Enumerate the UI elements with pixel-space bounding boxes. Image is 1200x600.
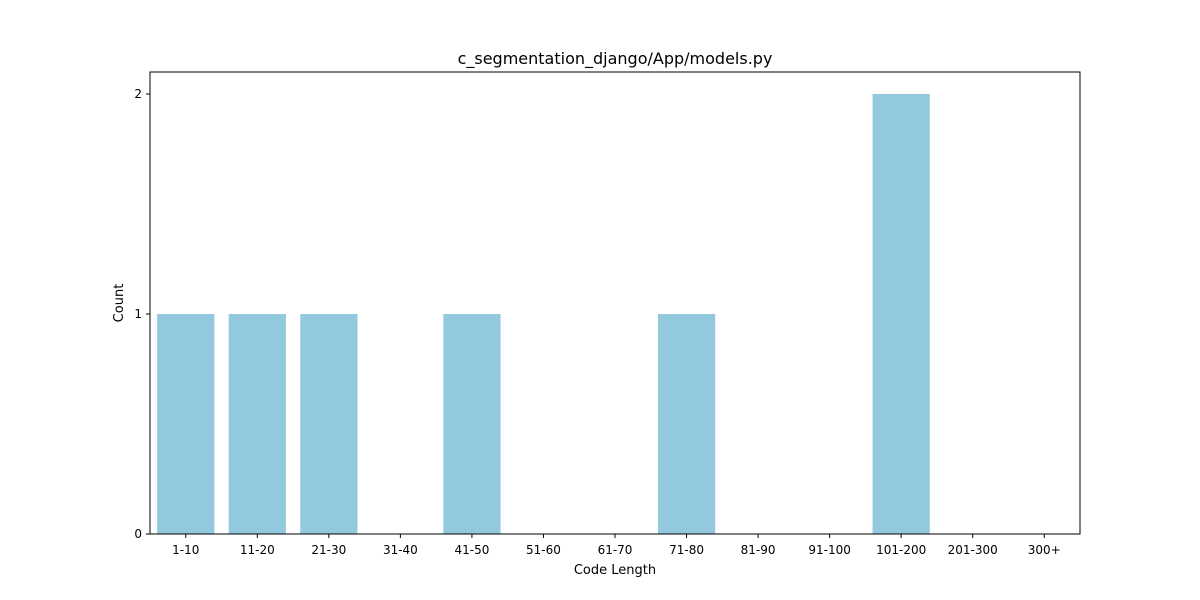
x-tick-label: 1-10 <box>172 543 199 557</box>
x-tick-label: 201-300 <box>948 543 998 557</box>
bar-11-20 <box>228 314 286 534</box>
y-tick-label: 0 <box>134 527 142 541</box>
bar-1-10 <box>157 314 215 534</box>
x-tick-label: 61-70 <box>598 543 633 557</box>
bar-21-30 <box>300 314 358 534</box>
bars-group <box>157 94 930 534</box>
x-tick-label: 101-200 <box>876 543 926 557</box>
x-tick-label: 81-90 <box>741 543 776 557</box>
x-tick-label: 21-30 <box>311 543 346 557</box>
y-axis-label: Count <box>112 284 127 323</box>
chart-title: c_segmentation_django/App/models.py <box>458 49 773 69</box>
plot-frame <box>149 71 1081 535</box>
bar-41-50 <box>443 314 501 534</box>
bar-71-80 <box>657 314 716 534</box>
y-tick-label: 2 <box>134 87 142 101</box>
bar-101-200 <box>872 94 930 534</box>
x-tick-label: 41-50 <box>454 543 489 557</box>
x-tick-label: 91-100 <box>808 543 851 557</box>
x-tick-label: 11-20 <box>240 543 275 557</box>
y-axis-ticks: 0 1 2 <box>134 87 150 541</box>
x-tick-label: 71-80 <box>669 543 704 557</box>
x-axis-label: Code Length <box>574 563 656 578</box>
x-tick-label: 51-60 <box>526 543 561 557</box>
x-tick-label: 300+ <box>1028 543 1061 557</box>
x-axis-ticks: 1-10 11-20 21-30 31-40 41-50 51-60 61-70 71-80 8… <box>172 534 1061 557</box>
x-tick-label: 31-40 <box>383 543 418 557</box>
y-tick-label: 1 <box>134 307 142 321</box>
